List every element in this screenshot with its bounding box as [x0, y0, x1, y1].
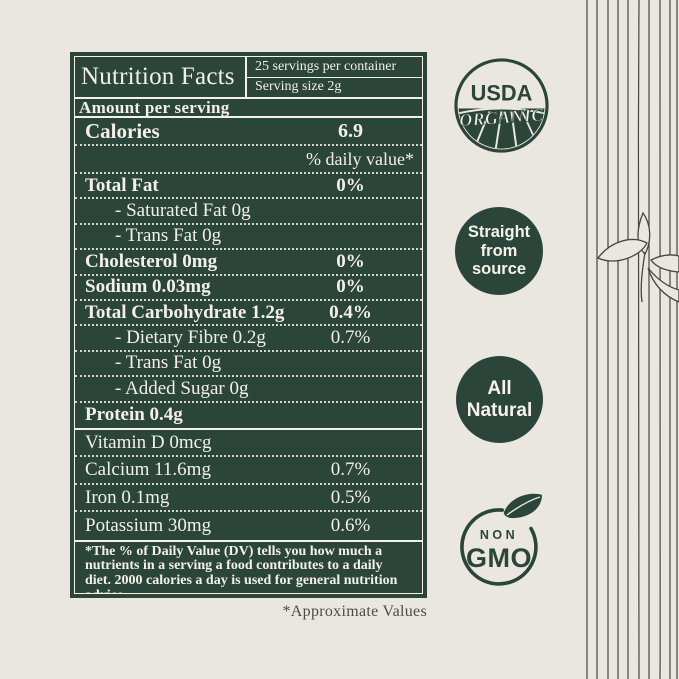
vitamin-row-iron: Iron 0.1mg 0.5%: [75, 485, 422, 513]
nutrition-title: Nutrition Facts: [81, 63, 235, 90]
nutrient-label: Total Carbohydrate 1.2g: [85, 301, 285, 323]
daily-value-header-row: % daily value*: [75, 146, 422, 174]
vitamin-value: 0.7%: [330, 459, 371, 481]
calories-row: Calories 6.9: [75, 118, 422, 146]
nutrient-value: 0.7%: [330, 327, 371, 349]
nutrition-title-cell: Nutrition Facts: [75, 57, 247, 97]
nutrient-row-cholesterol: Cholesterol 0mg 0%: [75, 250, 422, 276]
nutrition-panel: Nutrition Facts 25 servings per containe…: [70, 52, 427, 598]
nutrient-label: - Trans Fat 0g: [115, 352, 222, 374]
nutrient-row-total-carbohydrate: Total Carbohydrate 1.2g 0.4%: [75, 301, 422, 327]
nutrient-label: - Saturated Fat 0g: [115, 200, 251, 222]
nutrient-label: Cholesterol 0mg: [85, 250, 218, 272]
nutrient-label: - Trans Fat 0g: [115, 225, 222, 247]
nutrient-row-trans-fat: - Trans Fat 0g: [75, 225, 422, 251]
amount-per-serving-text: Amount per serving: [79, 97, 230, 117]
non-gmo-ring: [460, 508, 538, 586]
daily-value-header: % daily value*: [306, 148, 414, 169]
panel-header: Nutrition Facts 25 servings per containe…: [75, 57, 422, 99]
servings-per-container-text: 25 servings per container: [255, 58, 397, 74]
nutrition-panel-inner: Nutrition Facts 25 servings per containe…: [74, 56, 423, 594]
nutrient-row-protein: Protein 0.4g: [75, 403, 422, 428]
nutrient-label: - Dietary Fibre 0.2g: [115, 327, 266, 349]
badge-line: from: [480, 241, 518, 260]
non-gmo-bottom-text: GMO: [466, 543, 532, 573]
leaf-icon: [503, 493, 542, 519]
nutrient-row-sodium: Sodium 0.03mg 0%: [75, 276, 422, 301]
vitamins-section: Vitamin D 0mcg Calcium 11.6mg 0.7% Iron …: [75, 427, 422, 540]
bamboo-illustration: [585, 0, 679, 679]
vitamin-value: 0.6%: [330, 515, 371, 537]
badge-line: All: [487, 377, 512, 399]
non-gmo-badge: NON GMO: [460, 493, 542, 586]
all-natural-badge: All Natural: [456, 356, 543, 443]
vitamin-row-calcium: Calcium 11.6mg 0.7%: [75, 457, 422, 485]
nutrient-label: Protein 0.4g: [85, 404, 183, 426]
vitamin-label: Vitamin D 0mcg: [85, 431, 212, 453]
approximate-values-note: *Approximate Values: [282, 603, 427, 620]
usda-badge-top-text: USDA: [471, 81, 533, 106]
bamboo-leaves-icon: [596, 211, 679, 303]
badge-line: Natural: [466, 399, 533, 421]
vitamin-row-vitamin-d: Vitamin D 0mcg: [75, 430, 422, 458]
nutrient-value: 0%: [336, 174, 365, 196]
badge-line: source: [471, 260, 527, 279]
nutrient-row-trans-fat-2: - Trans Fat 0g: [75, 352, 422, 378]
serving-size: Serving size 2g: [247, 78, 422, 98]
vitamin-label: Calcium 11.6mg: [85, 459, 211, 481]
badge-line: Straight: [467, 223, 531, 242]
nutrient-label: - Added Sugar 0g: [115, 377, 249, 399]
vitamin-label: Potassium 30mg: [85, 515, 212, 537]
serving-info-cell: 25 servings per container Serving size 2…: [247, 57, 422, 97]
bamboo-stalks: [585, 0, 678, 679]
amount-per-serving-bar: Amount per serving: [75, 97, 422, 118]
vitamin-label: Iron 0.1mg: [85, 486, 170, 508]
straight-from-source-badge: Straight from source: [455, 207, 543, 295]
nutrient-label: Sodium 0.03mg: [85, 276, 211, 298]
nutrient-row-total-fat: Total Fat 0%: [75, 174, 422, 200]
usda-organic-badge: USDA ORGANIC: [454, 58, 549, 153]
nutrient-row-added-sugar: - Added Sugar 0g: [75, 377, 422, 403]
nutrient-value: 0%: [336, 250, 365, 272]
daily-value-footnote: *The % of Daily Value (DV) tells you how…: [75, 539, 422, 593]
servings-per-container: 25 servings per container: [247, 57, 422, 78]
nutrient-value: 0%: [336, 276, 365, 298]
nutrient-label: Total Fat: [85, 174, 159, 196]
nutrient-row-dietary-fibre: - Dietary Fibre 0.2g 0.7%: [75, 326, 422, 352]
nutrient-value: 0.4%: [329, 301, 372, 323]
vitamin-row-potassium: Potassium 30mg 0.6%: [75, 512, 422, 540]
calories-label: Calories: [85, 118, 160, 143]
non-gmo-top-text: NON: [480, 528, 518, 542]
nutrient-row-saturated-fat: - Saturated Fat 0g: [75, 199, 422, 225]
vitamin-value: 0.5%: [330, 486, 371, 508]
calories-value: 6.9: [338, 119, 363, 142]
serving-size-text: Serving size 2g: [255, 79, 342, 95]
